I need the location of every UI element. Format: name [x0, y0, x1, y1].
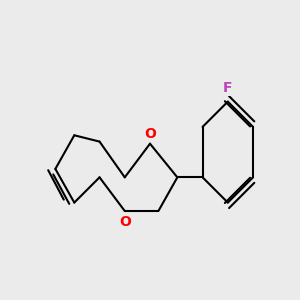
Text: O: O	[119, 214, 131, 229]
Text: F: F	[223, 81, 232, 95]
Text: O: O	[144, 127, 156, 141]
